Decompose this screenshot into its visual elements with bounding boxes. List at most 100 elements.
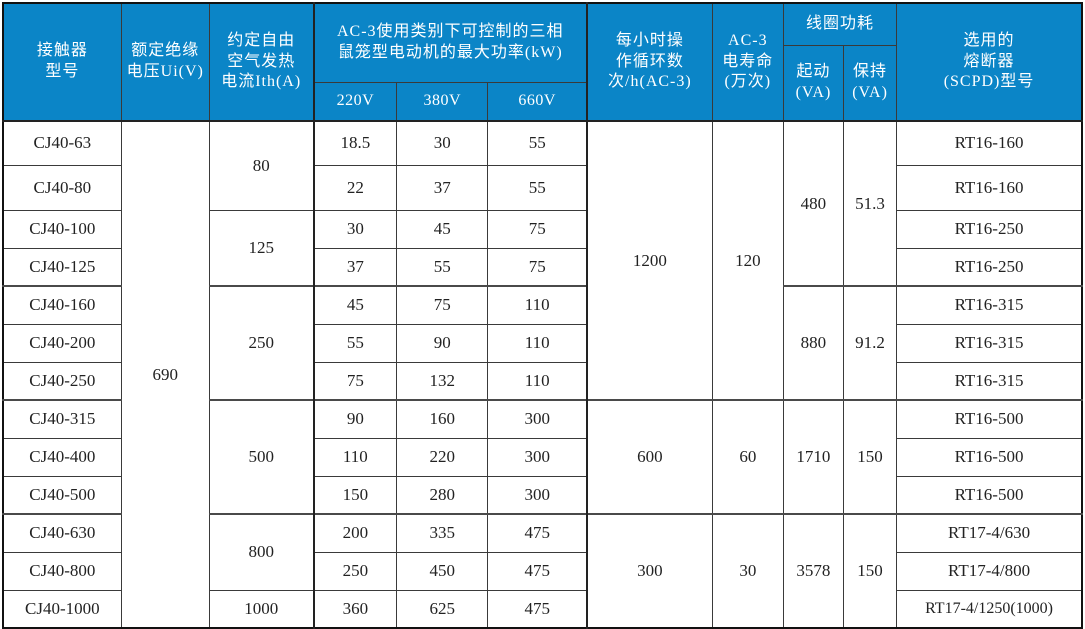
cell-model: CJ40-315 <box>2 399 122 439</box>
cell-p660: 300 <box>487 437 588 477</box>
table-row: CJ40-1000 1000 360 625 475 RT17-4/1250(1… <box>2 589 1083 629</box>
cell-coil-start: 1710 <box>782 399 844 515</box>
cell-ith: 1000 <box>208 589 315 629</box>
header-220v: 220V <box>312 81 398 122</box>
cell-p660: 55 <box>487 120 588 166</box>
cell-coil-start: 3578 <box>782 513 844 629</box>
cell-cycles: 600 <box>586 399 713 515</box>
cell-cycles: 1200 <box>586 120 713 401</box>
cell-p660: 300 <box>487 399 588 439</box>
cell-p660: 75 <box>487 209 588 249</box>
cell-p220: 75 <box>312 361 398 401</box>
cell-p380: 280 <box>396 475 489 515</box>
header-cycles-per-hour: 每小时操 作循环数 次/h(AC-3) <box>586 2 713 122</box>
cell-model: CJ40-800 <box>2 551 122 591</box>
table-row: CJ40-63 690 80 18.5 30 55 1200 120 480 5… <box>2 120 1083 629</box>
cell-p380: 450 <box>396 551 489 591</box>
cell-p660: 110 <box>487 361 588 401</box>
cell-fuse: RT16-315 <box>896 285 1083 325</box>
cell-p380: 160 <box>396 399 489 439</box>
cell-p660: 75 <box>487 247 588 287</box>
header-coil-start: 起动 (VA) <box>782 44 844 122</box>
cell-model: CJ40-160 <box>2 285 122 325</box>
cell-model: CJ40-500 <box>2 475 122 515</box>
table-row: CJ40-200 55 90 110 RT16-315 <box>2 323 1083 363</box>
cell-p380: 220 <box>396 437 489 477</box>
header-electrical-life: AC-3 电寿命 (万次) <box>711 2 784 122</box>
cell-p380: 45 <box>396 209 489 249</box>
cell-life: 30 <box>711 513 784 629</box>
header-coil-power-group: 线圈功耗 <box>782 2 898 46</box>
cell-p380: 90 <box>396 323 489 363</box>
cell-fuse: RT16-500 <box>896 475 1083 515</box>
cell-model: CJ40-630 <box>2 513 122 553</box>
cell-p660: 475 <box>487 513 588 553</box>
table-row: CJ40-80 22 37 55 RT16-160 <box>2 164 1083 211</box>
cell-p380: 75 <box>396 285 489 325</box>
cell-model: CJ40-80 <box>2 164 122 211</box>
cell-p220: 250 <box>312 551 398 591</box>
cell-fuse: RT16-250 <box>896 209 1083 249</box>
header-kw-group: AC-3使用类别下可控制的三相 鼠笼型电动机的最大功率(kW) <box>312 2 588 83</box>
header-row-1: 接触器 型号 额定绝缘 电压Ui(V) 约定自由 空气发热 电流Ith(A) A… <box>2 2 1083 122</box>
cell-model: CJ40-400 <box>2 437 122 477</box>
header-coil-hold: 保持 (VA) <box>842 44 898 122</box>
table-row: CJ40-630 800 200 335 475 300 30 3578 150… <box>2 513 1083 629</box>
cell-p220: 55 <box>312 323 398 363</box>
cell-life: 60 <box>711 399 784 515</box>
cell-model: CJ40-200 <box>2 323 122 363</box>
header-row-2: 起动 (VA) 保持 (VA) <box>3 44 1082 122</box>
header-insulation-voltage: 额定绝缘 电压Ui(V) <box>120 2 210 122</box>
header-fuse-type: 选用的 熔断器 (SCPD)型号 <box>896 2 1083 122</box>
cell-coil-start: 880 <box>782 285 844 401</box>
header-660v: 660V <box>487 81 588 122</box>
cell-fuse: RT16-160 <box>896 164 1083 211</box>
cell-ith: 125 <box>208 209 315 287</box>
cell-fuse: RT16-500 <box>896 399 1083 439</box>
cell-ith: 80 <box>208 120 315 211</box>
cell-life: 120 <box>711 120 784 401</box>
header-contactor-model: 接触器 型号 <box>2 2 122 122</box>
cell-model: CJ40-100 <box>2 209 122 249</box>
cell-p380: 335 <box>396 513 489 553</box>
cell-fuse: RT16-250 <box>896 247 1083 287</box>
cell-p380: 30 <box>396 120 489 166</box>
cell-p220: 22 <box>312 164 398 211</box>
cell-fuse: RT17-4/630 <box>896 513 1083 553</box>
cell-ith: 800 <box>208 513 315 591</box>
cell-fuse: RT16-315 <box>896 361 1083 401</box>
cell-p660: 110 <box>487 285 588 325</box>
cell-p380: 132 <box>396 361 489 401</box>
cell-model: CJ40-63 <box>2 120 122 166</box>
cell-p220: 18.5 <box>312 120 398 166</box>
cell-p380: 625 <box>396 589 489 629</box>
table-row: CJ40-800 250 450 475 RT17-4/800 <box>2 551 1083 591</box>
cell-p660: 300 <box>487 475 588 515</box>
cell-insulation-voltage: 690 <box>120 120 210 629</box>
cell-model: CJ40-125 <box>2 247 122 287</box>
table-row: CJ40-500 150 280 300 RT16-500 <box>2 475 1083 515</box>
cell-p660: 475 <box>487 589 588 629</box>
cell-coil-hold: 150 <box>842 399 898 515</box>
cell-fuse: RT17-4/1250(1000) <box>896 589 1083 629</box>
cell-p220: 360 <box>312 589 398 629</box>
cell-cycles: 300 <box>586 513 713 629</box>
cell-fuse: RT16-500 <box>896 437 1083 477</box>
cell-p660: 475 <box>487 551 588 591</box>
cell-p220: 45 <box>312 285 398 325</box>
table-row: CJ40-315 500 90 160 300 600 60 1710 150 … <box>2 399 1083 515</box>
cell-p380: 55 <box>396 247 489 287</box>
cell-fuse: RT16-160 <box>896 120 1083 166</box>
cell-p660: 55 <box>487 164 588 211</box>
cell-fuse: RT16-315 <box>896 323 1083 363</box>
cell-coil-start: 480 <box>782 120 844 287</box>
cell-model: CJ40-1000 <box>2 589 122 629</box>
cell-p220: 90 <box>312 399 398 439</box>
cell-coil-hold: 150 <box>842 513 898 629</box>
cell-ith: 250 <box>208 285 315 401</box>
table-row: CJ40-250 75 132 110 RT16-315 <box>2 361 1083 401</box>
cell-p220: 150 <box>312 475 398 515</box>
cell-p660: 110 <box>487 323 588 363</box>
header-380v: 380V <box>396 81 489 122</box>
